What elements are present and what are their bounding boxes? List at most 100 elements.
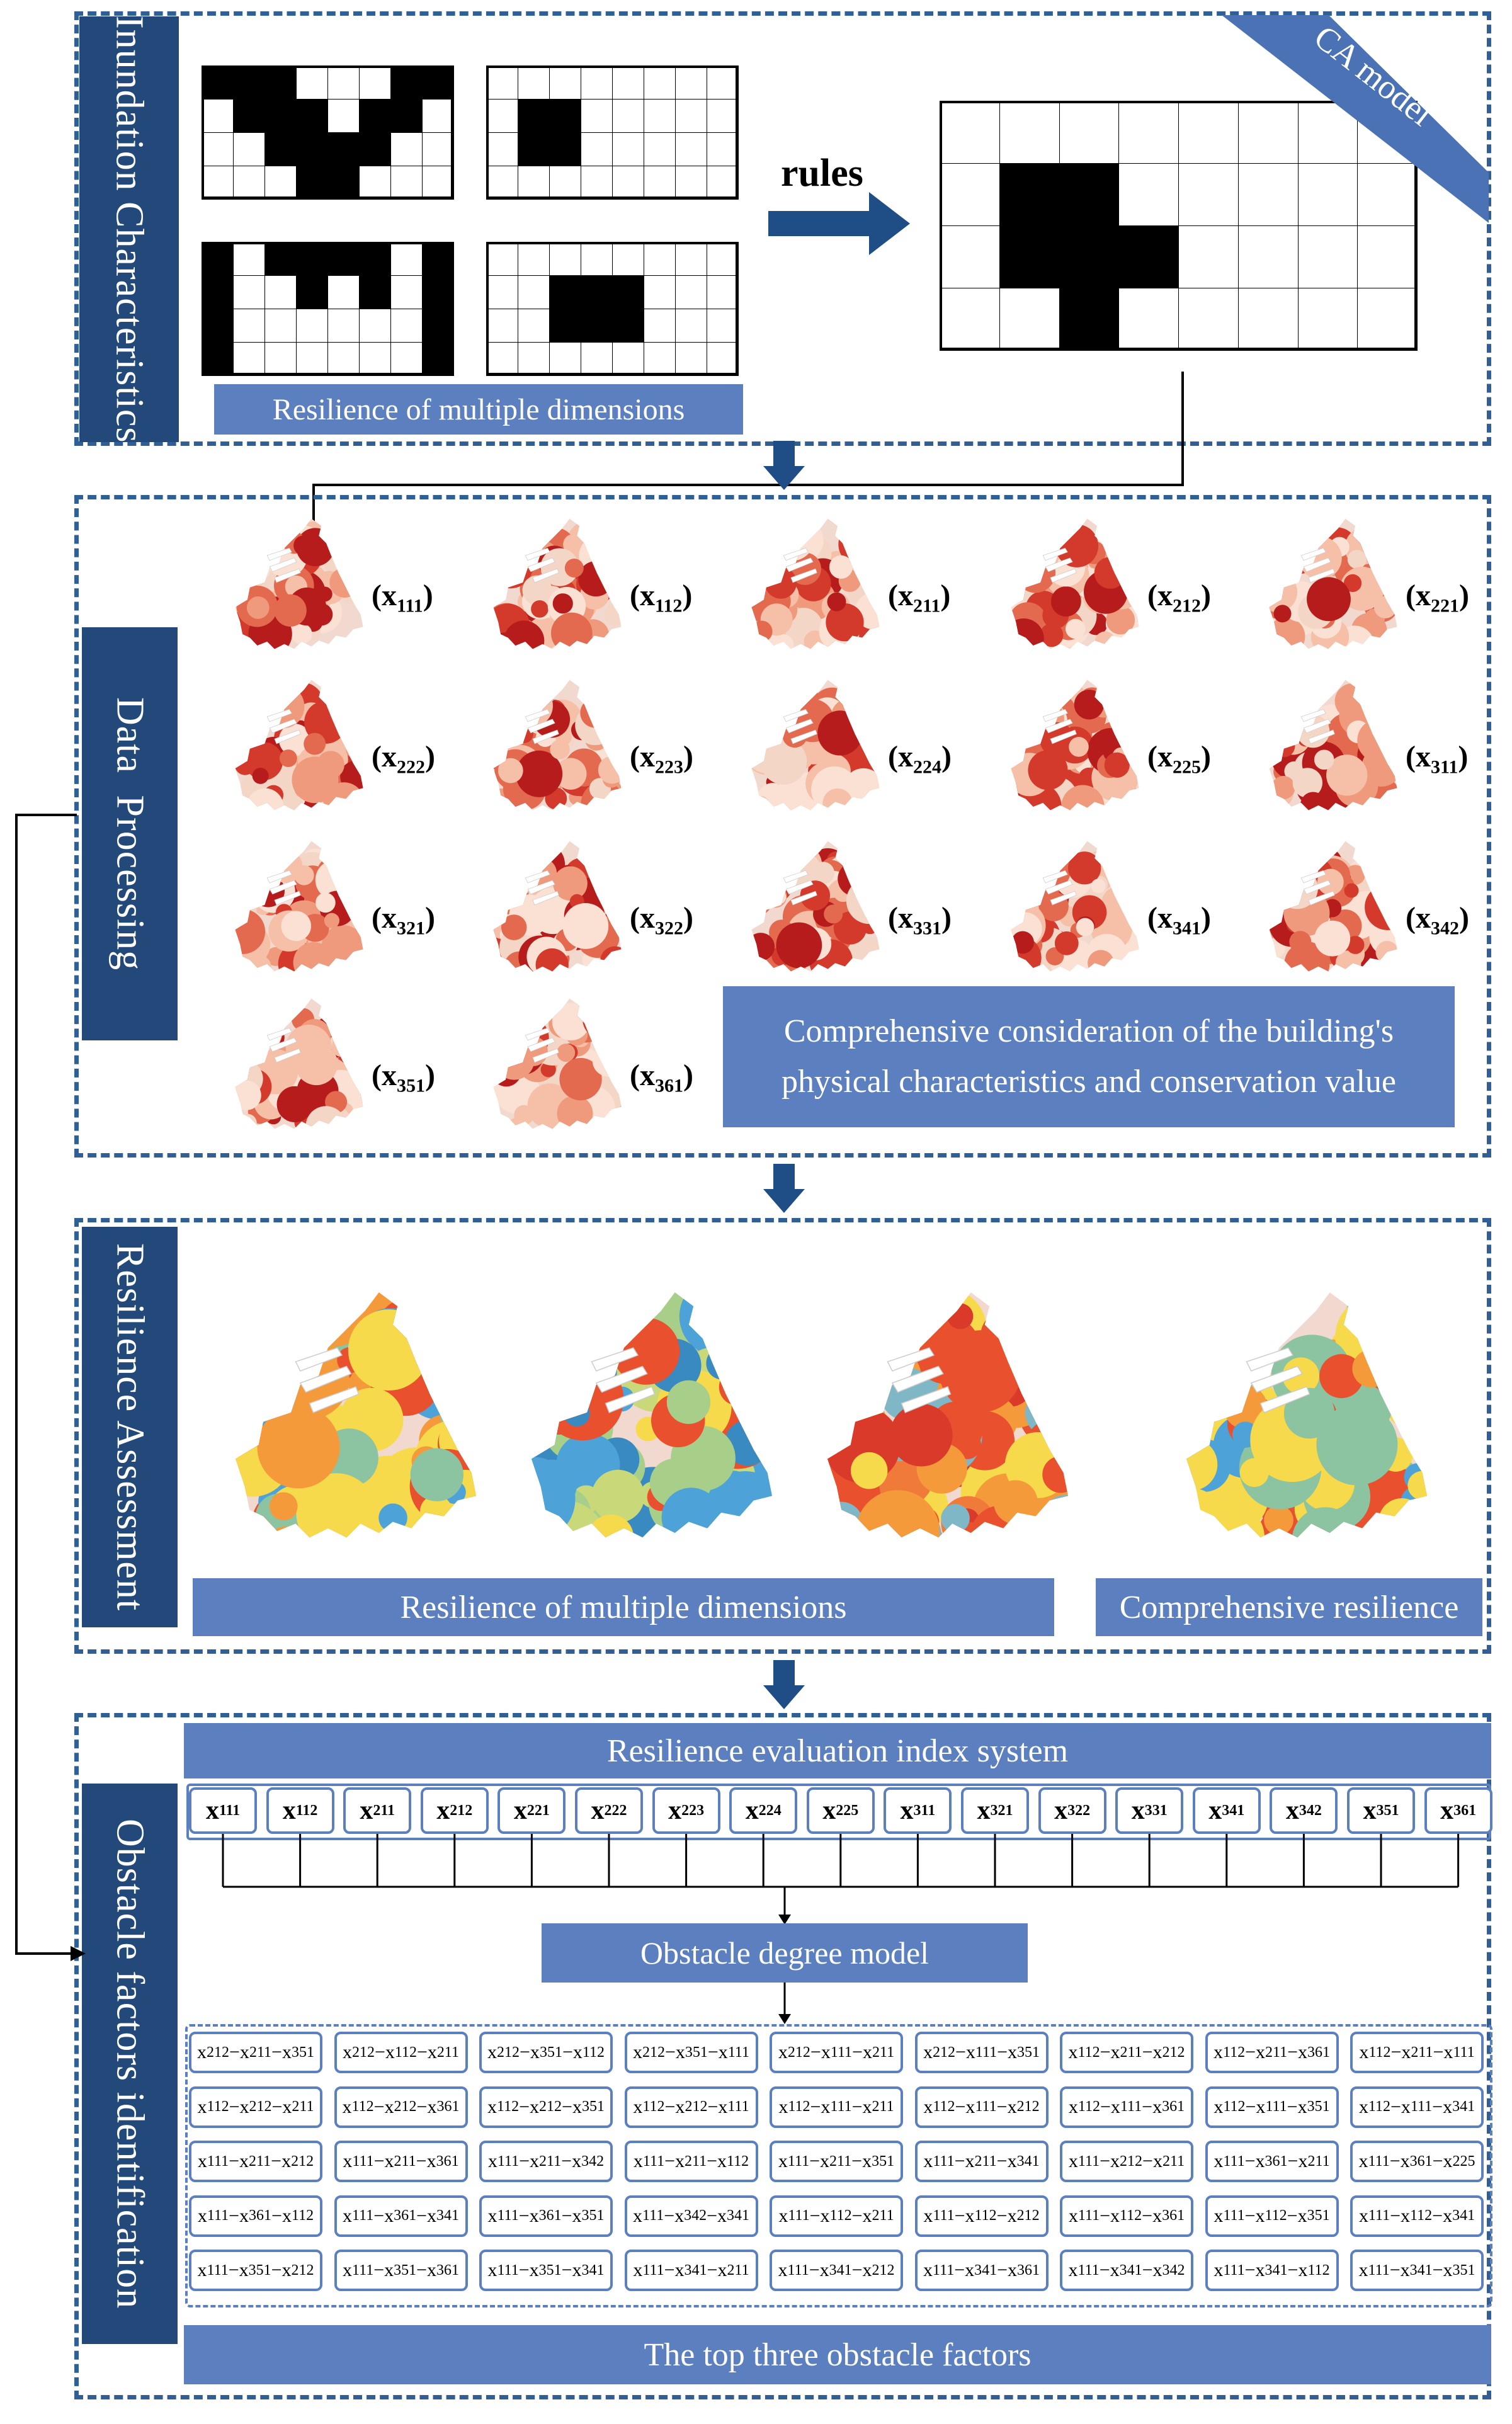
indicator-map-label: (x341) — [1147, 901, 1211, 939]
indicator-map — [479, 504, 636, 664]
obstacle-combo-cell: x 212 −x 211 −x 351 — [189, 2032, 322, 2073]
index-item: x 321 — [961, 1787, 1029, 1834]
grid-cell — [518, 166, 550, 200]
grid-cell — [296, 166, 328, 200]
indicator-map-label: (x225) — [1147, 740, 1211, 778]
grid-cell — [486, 99, 518, 133]
obstacle-combo-cell: x 111 −x 351 −x 212 — [189, 2250, 322, 2291]
grid-cell — [581, 275, 613, 309]
grid-cell — [1357, 288, 1418, 351]
grid-cell — [644, 99, 676, 133]
grid-cell — [202, 242, 234, 276]
grid-cell — [581, 132, 613, 166]
indicator-map-label: (x212) — [1147, 579, 1211, 617]
panel-data-processing — [74, 495, 1491, 1158]
grid-cell — [581, 242, 613, 276]
grid-cell — [202, 166, 234, 200]
indicator-map — [220, 984, 378, 1144]
grid-cell — [264, 242, 297, 276]
grid-cell — [233, 242, 265, 276]
obstacle-combo-cell: x 111 −x 361 −x 112 — [189, 2195, 322, 2237]
grid-cell — [233, 132, 265, 166]
indicator-map — [479, 826, 636, 987]
grid-cell — [264, 99, 297, 133]
obstacle-combo-cell: x 111 −x 212 −x 211 — [1060, 2141, 1193, 2182]
grid-cell — [359, 99, 391, 133]
obstacle-combo-cell: x 112 −x 212 −x 111 — [624, 2086, 758, 2128]
grid-cell — [327, 65, 360, 100]
grid-cell — [422, 342, 454, 376]
grid-cell — [675, 166, 707, 200]
grid-cell — [359, 242, 391, 276]
index-item: x 224 — [729, 1787, 798, 1834]
obstacle-combo-cell: x 111 −x 112 −x 211 — [770, 2195, 903, 2237]
grid-pattern-3 — [202, 242, 454, 376]
indicator-map — [996, 504, 1154, 664]
grid-cell — [233, 309, 265, 343]
grid-cell — [644, 132, 676, 166]
grid-cell — [1297, 288, 1358, 351]
obstacle-combo-cell: x 111 −x 112 −x 351 — [1205, 2195, 1339, 2237]
obstacle-combo-cell: x 112 −x 111 −x 341 — [1350, 2086, 1484, 2128]
grid-cell — [549, 132, 581, 166]
grid-cell — [233, 65, 265, 100]
grid-cell — [296, 99, 328, 133]
obstacle-combo-cell: x 212 −x 111 −x 351 — [914, 2032, 1049, 2073]
obstacle-combo-cell: x 112 −x 211 −x 111 — [1350, 2032, 1484, 2073]
indicator-map-label: (x342) — [1406, 901, 1469, 939]
grid-cell — [422, 275, 454, 309]
indicator-map-label: (x111) — [372, 579, 433, 617]
grid-cell — [202, 342, 234, 376]
grid-cell — [390, 132, 423, 166]
obstacle-combo-cell: x 111 −x 112 −x 361 — [1060, 2195, 1193, 2237]
obstacle-combo-cell: x 111 −x 341 −x 351 — [1350, 2250, 1484, 2291]
obstacle-degree-model: Obstacle degree model — [542, 1923, 1028, 1983]
grid-cell — [422, 132, 454, 166]
grid-cell — [233, 99, 265, 133]
grid-cell — [359, 166, 391, 200]
obstacle-combo-cell: x 111 −x 341 −x 342 — [1060, 2250, 1193, 2291]
index-item: x 111 — [189, 1787, 257, 1834]
indicator-map-label: (x311) — [1406, 740, 1469, 778]
resilience-map — [208, 1271, 504, 1557]
grid-cell — [327, 166, 360, 200]
grid-cell — [327, 342, 360, 376]
indicator-map-label: (x222) — [372, 740, 435, 778]
resilience-map — [504, 1271, 800, 1557]
grid-cell — [940, 163, 1000, 226]
rules-text: rules — [781, 152, 863, 195]
bar-index-system: Resilience evaluation index system — [184, 1723, 1491, 1778]
grid-cell — [486, 309, 518, 343]
grid-cell — [644, 166, 676, 200]
grid-cell — [422, 166, 454, 200]
grid-cell — [390, 275, 423, 309]
grid-cell — [264, 65, 297, 100]
grid-cell — [707, 242, 739, 276]
grid-cell — [296, 242, 328, 276]
grid-cell — [999, 288, 1060, 351]
label-inundation-text: Inundation Characteristics — [108, 15, 151, 443]
obstacle-combo-cell: x 112 −x 212 −x 351 — [479, 2086, 613, 2128]
grid-cell — [486, 65, 518, 100]
grid-cell — [486, 242, 518, 276]
grid-cell — [296, 65, 328, 100]
grid-cell — [549, 342, 581, 376]
indicator-map — [1254, 665, 1412, 826]
grid-cell — [581, 99, 613, 133]
indicator-map — [737, 665, 894, 826]
grid-cell — [940, 225, 1000, 288]
grid-cell — [612, 342, 644, 376]
grid-cell — [327, 275, 360, 309]
grid-cell — [359, 342, 391, 376]
grid-cell — [675, 242, 707, 276]
grid-cell — [675, 275, 707, 309]
grid-cell — [999, 101, 1060, 164]
indicator-map — [737, 504, 894, 664]
down-arrow-icon-3 — [763, 1660, 805, 1709]
indicator-map — [220, 504, 378, 664]
index-item: x 225 — [806, 1787, 875, 1834]
grid-cell — [644, 242, 676, 276]
index-item: x 222 — [575, 1787, 643, 1834]
grid-cell — [264, 342, 297, 376]
grid-cell — [675, 65, 707, 100]
